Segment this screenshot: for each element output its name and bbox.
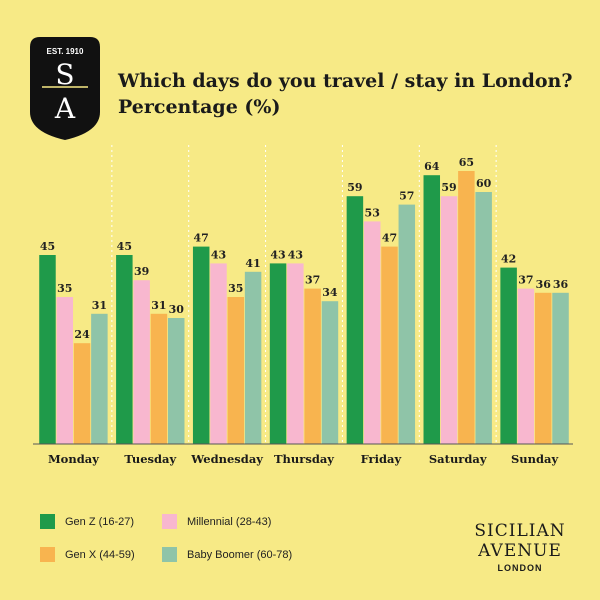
category-label: Wednesday — [190, 452, 263, 466]
bar-millennial — [287, 263, 304, 444]
logo-letter-a: A — [54, 92, 76, 125]
category-label: Sunday — [511, 452, 559, 466]
data-label: 45 — [40, 240, 55, 253]
bar-baby-boomer — [552, 292, 569, 444]
bar-millennial — [133, 280, 150, 444]
bar-gen-z — [423, 175, 441, 444]
bar-gen-z — [39, 255, 56, 444]
legend-swatch-gen-z — [40, 514, 55, 529]
data-label: 30 — [169, 303, 185, 316]
data-label: 41 — [245, 257, 260, 270]
bar-gen-x — [73, 343, 91, 444]
bar-gen-x — [227, 297, 245, 444]
logo-letter-s: S — [55, 58, 74, 91]
brand-name-line2: AVENUE — [478, 541, 562, 561]
category-label: Tuesday — [124, 452, 176, 466]
data-label: 43 — [288, 248, 303, 261]
legend-swatch-baby-boomer — [162, 547, 177, 562]
data-label: 43 — [211, 248, 226, 261]
bar-millennial — [210, 263, 227, 444]
bar-millennial — [56, 297, 74, 444]
brand-name-line3: LONDON — [497, 563, 543, 573]
bar-baby-boomer — [321, 301, 339, 444]
category-label: Thursday — [274, 452, 334, 466]
data-label: 64 — [424, 160, 440, 173]
data-label: 43 — [270, 248, 285, 261]
bar-gen-x — [534, 292, 552, 444]
sicilian-avenue-logo: EST. 1910 S A — [30, 37, 100, 140]
data-label: 31 — [151, 299, 166, 312]
data-label: 47 — [382, 232, 397, 245]
data-label: 35 — [57, 282, 72, 295]
data-label: 37 — [518, 274, 533, 287]
data-label: 37 — [305, 274, 320, 287]
bar-baby-boomer — [475, 192, 492, 444]
data-label: 39 — [134, 265, 149, 278]
bar-gen-z — [500, 267, 517, 444]
data-label: 65 — [459, 156, 474, 169]
data-label: 24 — [74, 328, 90, 341]
category-label: Friday — [361, 452, 402, 466]
category-label: Monday — [48, 452, 99, 466]
legend-item-gen-x: Gen X (44-59) — [40, 547, 135, 562]
bar-millennial — [517, 288, 535, 444]
data-label: 34 — [322, 286, 338, 299]
bar-gen-x — [150, 313, 168, 444]
legend-label-baby-boomer: Baby Boomer (60-78) — [187, 548, 293, 561]
bar-millennial — [440, 196, 458, 444]
bar-gen-x — [458, 171, 475, 444]
bar-baby-boomer — [398, 204, 416, 444]
data-label: 35 — [228, 282, 243, 295]
data-label: 59 — [441, 181, 456, 194]
data-label: 31 — [92, 299, 107, 312]
brand-wordmark: SICILIAN AVENUE LONDON — [470, 521, 570, 573]
legend-swatch-millennial — [162, 514, 177, 529]
data-label: 45 — [117, 240, 132, 253]
data-label: 47 — [194, 232, 209, 245]
legend-label-millennial: Millennial (28-43) — [187, 515, 272, 528]
legend-label-gen-z: Gen Z (16-27) — [65, 515, 135, 528]
bar-baby-boomer — [91, 313, 108, 444]
bar-gen-z — [192, 246, 210, 444]
bar-millennial — [363, 221, 381, 444]
chart-subtitle: Percentage (%) — [118, 96, 281, 118]
data-label: 36 — [536, 278, 552, 291]
legend-item-millennial: Millennial (28-43) — [162, 514, 271, 529]
legend-item-gen-z: Gen Z (16-27) — [40, 514, 134, 529]
data-label: 53 — [365, 206, 380, 219]
legend-swatch-gen-x — [40, 547, 55, 562]
chart-title: Which days do you travel / stay in Londo… — [118, 70, 573, 92]
data-label: 57 — [399, 190, 414, 203]
bar-baby-boomer — [244, 271, 262, 444]
bar-gen-x — [304, 288, 321, 444]
legend-label-gen-x: Gen X (44-59) — [65, 548, 135, 561]
data-label: 36 — [553, 278, 569, 291]
bar-baby-boomer — [167, 318, 185, 444]
logo-est-text: EST. 1910 — [47, 47, 84, 56]
brand-name-line1: SICILIAN — [474, 521, 566, 541]
legend: Gen Z (16-27) Millennial (28-43) Gen X (… — [40, 514, 360, 574]
data-label: 60 — [476, 177, 492, 190]
chart-title-block: Which days do you travel / stay in Londo… — [118, 68, 572, 120]
bar-gen-x — [381, 246, 398, 444]
bar-gen-z — [269, 263, 287, 444]
bar-gen-z — [116, 255, 133, 444]
data-label: 59 — [347, 181, 362, 194]
data-label: 42 — [501, 253, 516, 266]
bar-gen-z — [346, 196, 364, 444]
legend-item-baby-boomer: Baby Boomer (60-78) — [162, 547, 292, 562]
category-label: Saturday — [429, 452, 487, 466]
